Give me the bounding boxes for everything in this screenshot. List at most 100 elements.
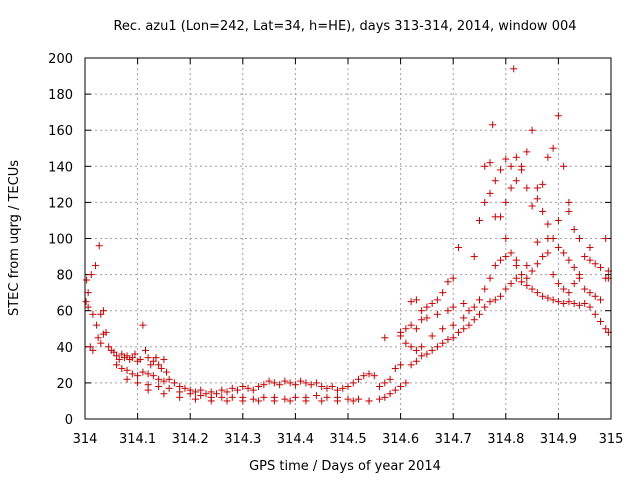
data-point	[454, 328, 462, 336]
data-point	[476, 216, 483, 224]
data-point	[239, 397, 247, 405]
data-point	[407, 321, 415, 329]
data-point	[97, 339, 105, 347]
data-point	[370, 372, 378, 380]
data-point	[565, 198, 573, 206]
data-point	[99, 307, 107, 315]
data-point	[328, 383, 336, 391]
data-point	[433, 343, 441, 351]
data-point	[281, 377, 289, 385]
data-point	[170, 379, 178, 387]
data-point	[412, 296, 420, 304]
data-point	[591, 260, 599, 268]
data-point	[602, 325, 610, 333]
data-point	[163, 368, 171, 376]
data-point	[234, 386, 242, 394]
data-point	[118, 364, 126, 372]
data-point	[481, 285, 489, 293]
data-point	[118, 350, 126, 358]
data-point	[223, 388, 231, 396]
data-point	[533, 238, 541, 246]
data-point	[507, 249, 515, 257]
data-point	[160, 377, 168, 385]
data-point	[333, 386, 341, 394]
data-point	[123, 375, 131, 383]
data-point	[386, 390, 394, 398]
data-point	[560, 162, 568, 170]
data-point	[87, 271, 95, 279]
data-point	[539, 253, 547, 261]
data-point	[152, 354, 160, 362]
data-point	[302, 379, 310, 387]
data-point	[160, 390, 168, 398]
data-point	[89, 346, 97, 354]
data-point	[181, 384, 189, 392]
data-point	[307, 381, 315, 389]
data-point	[460, 314, 468, 322]
data-point	[581, 285, 589, 293]
data-point	[486, 159, 494, 167]
data-point	[586, 289, 594, 297]
data-point	[518, 271, 526, 279]
data-point	[291, 393, 299, 401]
x-axis-label: GPS time / Days of year 2014	[249, 459, 441, 474]
data-point	[318, 383, 326, 391]
data-point	[202, 390, 210, 398]
data-point	[93, 321, 101, 329]
data-point	[523, 148, 531, 156]
data-point	[376, 383, 384, 391]
data-point	[470, 253, 478, 261]
data-point	[355, 395, 363, 403]
data-point	[544, 235, 552, 242]
data-point	[149, 372, 157, 380]
data-point	[449, 321, 457, 329]
data-point	[560, 249, 568, 257]
data-point	[586, 303, 594, 311]
data-point	[518, 278, 526, 286]
data-point	[449, 334, 457, 342]
data-point	[449, 274, 457, 282]
data-point	[365, 370, 373, 378]
data-point	[460, 325, 468, 333]
data-point	[260, 393, 268, 401]
data-point	[270, 379, 278, 387]
y-axis-label: STEC from uqrg / TECUs	[7, 160, 22, 316]
y-tick-label: 20	[56, 377, 73, 392]
data-point	[460, 299, 468, 307]
data-point	[218, 386, 226, 394]
data-point	[186, 390, 194, 398]
data-point	[497, 292, 505, 300]
data-point	[286, 379, 294, 387]
data-point	[418, 307, 426, 315]
data-point	[155, 383, 163, 391]
data-point	[191, 388, 199, 396]
data-point	[591, 292, 599, 300]
data-point	[502, 198, 510, 206]
data-point	[397, 361, 405, 369]
data-point	[323, 393, 331, 401]
data-point	[102, 328, 110, 336]
data-point	[397, 383, 405, 391]
data-point	[84, 303, 92, 311]
y-tick-label: 160	[48, 124, 73, 139]
data-point	[110, 348, 118, 356]
data-point	[565, 207, 573, 215]
data-point	[476, 310, 483, 318]
data-point	[486, 274, 494, 282]
data-point	[528, 126, 536, 134]
data-point	[391, 386, 399, 394]
data-point	[565, 256, 573, 264]
data-point	[544, 294, 552, 302]
data-point	[544, 153, 552, 161]
y-tick-label: 200	[48, 52, 73, 67]
data-point	[339, 384, 347, 392]
data-point	[344, 395, 352, 403]
data-point	[418, 343, 426, 351]
data-point	[86, 343, 94, 351]
data-point	[512, 153, 520, 161]
x-tick-label: 314.8	[487, 432, 524, 447]
data-point	[92, 262, 100, 270]
data-point	[491, 296, 499, 304]
data-point	[249, 395, 257, 403]
data-point	[428, 346, 436, 354]
